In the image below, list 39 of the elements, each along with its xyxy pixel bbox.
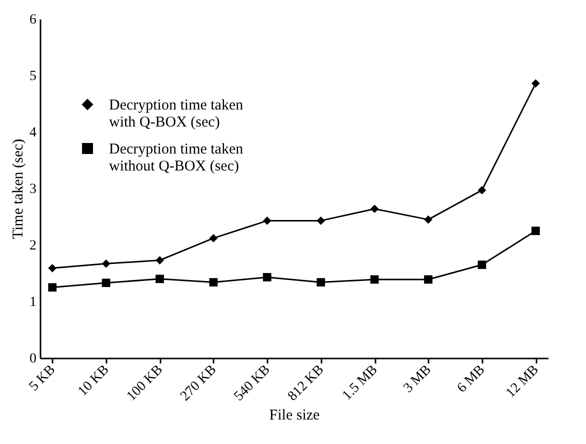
point bbox=[478, 260, 486, 269]
point bbox=[262, 216, 272, 225]
y-tick-label: 2 bbox=[30, 238, 36, 254]
point bbox=[156, 256, 164, 264]
x-tick-label: 3 MB bbox=[400, 362, 434, 396]
x-tick-label: 1.5 MB bbox=[340, 362, 381, 404]
y-tick-label: 5 bbox=[30, 69, 36, 84]
point bbox=[209, 278, 218, 286]
point bbox=[48, 264, 57, 272]
x-tick-label: 6 MB bbox=[454, 362, 488, 396]
x-tick-label: 812 KB bbox=[285, 362, 328, 404]
x-axis-title: File size bbox=[269, 408, 320, 424]
x-tick-label: 540 KB bbox=[232, 362, 274, 404]
y-tick-label: 6 bbox=[30, 12, 36, 28]
point bbox=[424, 275, 432, 284]
legend-label: Decryption time taken without Q-BOX (sec) bbox=[109, 142, 244, 174]
point bbox=[478, 186, 486, 194]
x-tick-label: 12 MB bbox=[503, 362, 542, 401]
point bbox=[316, 216, 326, 225]
point bbox=[209, 234, 218, 242]
y-axis-title: Time taken (sec) bbox=[10, 138, 26, 240]
point bbox=[102, 278, 110, 288]
point bbox=[316, 278, 326, 286]
point bbox=[102, 259, 110, 268]
point bbox=[262, 273, 272, 282]
y-tick-label: 1 bbox=[30, 295, 36, 310]
point bbox=[370, 275, 379, 284]
x-tick-label: 100 KB bbox=[124, 362, 166, 404]
y-tick-label: 4 bbox=[30, 126, 36, 140]
point bbox=[156, 274, 164, 284]
point bbox=[531, 79, 540, 88]
point bbox=[424, 215, 432, 224]
y-tick-label: 3 bbox=[30, 182, 36, 197]
point bbox=[48, 283, 57, 292]
legend-label: Decryption time taken with Q-BOX (sec) bbox=[109, 98, 244, 130]
point bbox=[531, 226, 540, 236]
point bbox=[370, 204, 379, 214]
x-tick-label: 270 KB bbox=[178, 362, 220, 404]
x-tick-label: 10 KB bbox=[75, 362, 112, 400]
